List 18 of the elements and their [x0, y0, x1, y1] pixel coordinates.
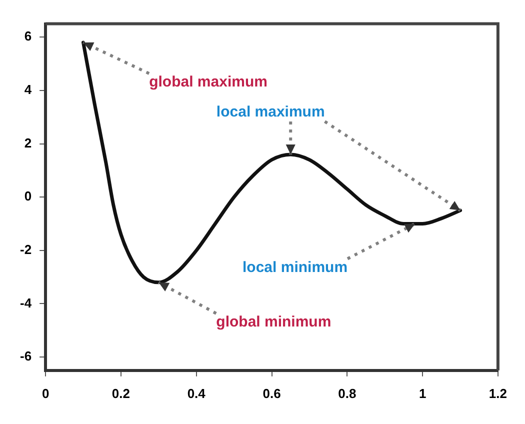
y-tick-label: -6	[20, 348, 32, 364]
x-tick-label: 0	[42, 386, 50, 401]
y-tick-label: 0	[24, 188, 32, 204]
x-tick-label: 0.4	[187, 386, 206, 401]
x-tick-label: 0.6	[262, 386, 281, 401]
y-tick-label: 4	[24, 82, 32, 98]
x-tick-label: 1.2	[488, 386, 508, 401]
annotation: local maximum	[216, 104, 325, 121]
y-tick-label: 2	[24, 135, 32, 150]
y-tick-label: -2	[20, 242, 32, 257]
x-tick-label: 0.8	[338, 386, 356, 401]
annotation: local minimum	[242, 258, 348, 276]
annotation: global maximum	[149, 74, 268, 91]
x-tick-label: 0.2	[112, 386, 130, 401]
x-tick-label: 1	[418, 386, 426, 401]
y-tick-label: -4	[20, 295, 32, 310]
annotation: global minimum	[216, 314, 332, 331]
y-tick-label: 6	[24, 28, 32, 44]
